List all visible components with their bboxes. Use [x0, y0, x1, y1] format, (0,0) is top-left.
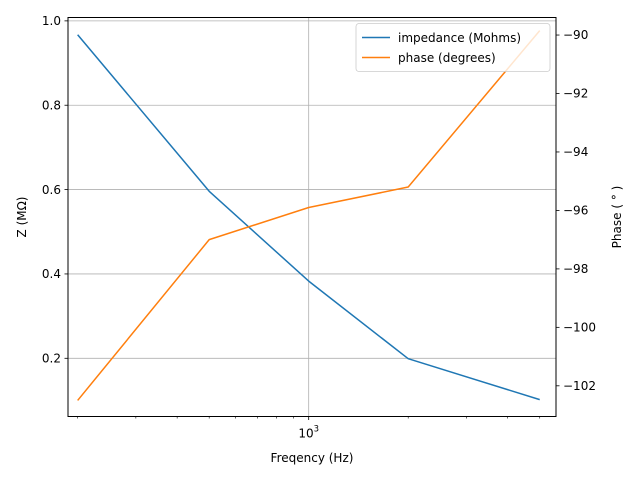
x-axis: 103 [77, 416, 541, 441]
impedance-line [77, 34, 540, 401]
y-right-tick-label: −102 [563, 379, 596, 393]
legend: impedance (Mohms) phase (degrees) [355, 23, 551, 72]
y-right-tick-label: −90 [563, 28, 588, 42]
plot-frame [67, 17, 557, 417]
y-left-tick-label: 0.6 [42, 183, 61, 197]
y-left-tick-label: 0.8 [42, 98, 61, 112]
y-left-tick-label: 1.0 [42, 14, 61, 28]
y-axis-right-label: Phase ( ° ) [610, 186, 624, 249]
legend-label: phase (degrees) [398, 51, 496, 65]
legend-box [355, 23, 551, 72]
y-right-tick-label: −92 [563, 87, 588, 101]
y-right-tick-label: −100 [563, 321, 596, 335]
series-lines [77, 30, 541, 401]
y-right-tick-label: −96 [563, 204, 588, 218]
x-axis-label: Freqency (Hz) [271, 451, 354, 465]
y-axis-left-label: Z (MΩ) [15, 197, 29, 238]
y-right-tick-label: −94 [563, 145, 588, 159]
y-axis-left: 0.2 0.4 0.6 0.8 1.0 [42, 14, 68, 365]
x-tick-label: 103 [298, 425, 319, 441]
y-left-tick-label: 0.4 [42, 267, 61, 281]
y-right-tick-label: −98 [563, 262, 588, 276]
legend-label: impedance (Mohms) [398, 31, 521, 45]
phase-line [77, 30, 541, 401]
y-axis-right: −90 −92 −94 −96 −98 −100 −102 [556, 28, 596, 393]
y-left-tick-label: 0.2 [42, 351, 61, 365]
grid-lines [68, 17, 556, 417]
